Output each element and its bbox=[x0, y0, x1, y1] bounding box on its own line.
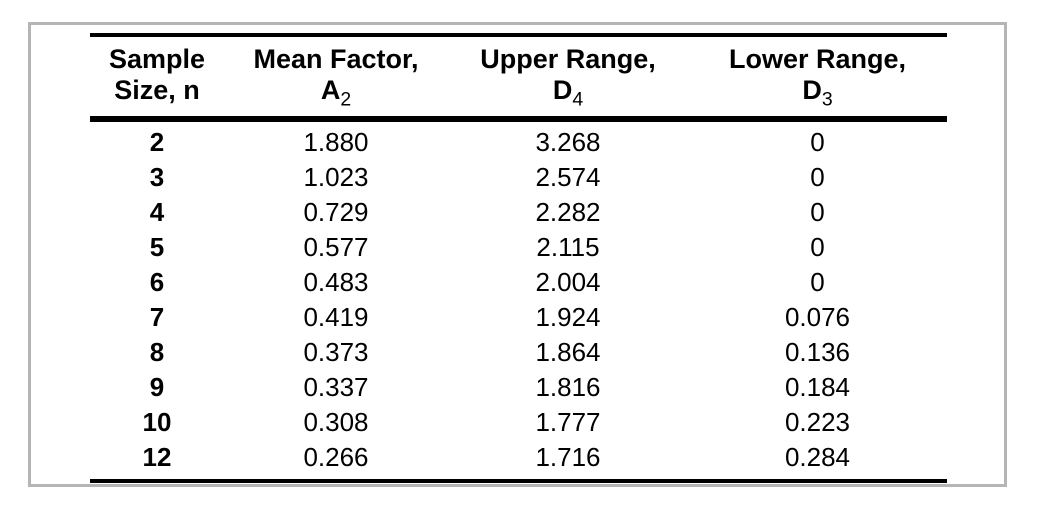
header-line: Sample bbox=[108, 44, 206, 74]
cell-lower-range: 0.076 bbox=[784, 302, 851, 332]
cell-lower-range: 0 bbox=[810, 162, 825, 192]
header-subscript: 2 bbox=[340, 88, 352, 111]
table-row: 9 0.337 1.816 0.184 bbox=[90, 370, 947, 405]
cell-sample-size: 5 bbox=[149, 232, 165, 262]
cell-upper-range: 1.864 bbox=[535, 337, 601, 367]
table-header: Sample Size, n Mean Factor, A2 Upper Ran… bbox=[90, 35, 947, 122]
header-line: D3 bbox=[802, 75, 833, 111]
column-header-lower-range: Lower Range, D3 bbox=[688, 35, 947, 122]
table-frame: Sample Size, n Mean Factor, A2 Upper Ran… bbox=[28, 22, 1007, 487]
header-line: Mean Factor, bbox=[253, 44, 419, 74]
header-subscript: 4 bbox=[572, 88, 584, 111]
cell-mean-factor: 0.308 bbox=[303, 407, 369, 437]
cell-lower-range: 0.184 bbox=[784, 372, 851, 402]
cell-upper-range: 1.716 bbox=[535, 442, 601, 472]
cell-sample-size: 8 bbox=[149, 337, 165, 367]
header-line: A2 bbox=[320, 75, 352, 111]
cell-mean-factor: 0.729 bbox=[303, 197, 369, 227]
cell-mean-factor: 0.577 bbox=[303, 232, 369, 262]
table-row: 5 0.577 2.115 0 bbox=[90, 230, 947, 265]
table-row: 4 0.729 2.282 0 bbox=[90, 195, 947, 230]
cell-sample-size: 3 bbox=[149, 162, 165, 192]
table-row: 6 0.483 2.004 0 bbox=[90, 265, 947, 300]
column-header-mean-factor: Mean Factor, A2 bbox=[224, 35, 448, 122]
cell-mean-factor: 0.419 bbox=[303, 302, 369, 332]
table-row: 10 0.308 1.777 0.223 bbox=[90, 405, 947, 440]
table-row: 8 0.373 1.864 0.136 bbox=[90, 335, 947, 370]
cell-upper-range: 2.115 bbox=[536, 232, 600, 262]
header-line: Upper Range, bbox=[480, 44, 656, 74]
cell-lower-range: 0 bbox=[810, 197, 825, 227]
cell-lower-range: 0 bbox=[810, 267, 825, 297]
cell-lower-range: 0.136 bbox=[784, 337, 851, 367]
cell-sample-size: 12 bbox=[142, 442, 172, 472]
header-subscript: 3 bbox=[821, 88, 833, 111]
cell-upper-range: 1.816 bbox=[535, 372, 601, 402]
table-body: 2 1.880 3.268 0 3 1.023 2.574 0 4 0.729 … bbox=[90, 119, 947, 481]
cell-sample-size: 6 bbox=[149, 267, 165, 297]
cell-upper-range: 2.004 bbox=[535, 267, 601, 297]
cell-upper-range: 2.574 bbox=[535, 162, 601, 192]
cell-mean-factor: 0.483 bbox=[303, 267, 369, 297]
cell-lower-range: 0.223 bbox=[784, 407, 851, 437]
header-row: Sample Size, n Mean Factor, A2 Upper Ran… bbox=[90, 35, 947, 122]
cell-sample-size: 4 bbox=[149, 197, 165, 227]
cell-upper-range: 1.924 bbox=[535, 302, 601, 332]
cell-mean-factor: 1.023 bbox=[303, 162, 369, 192]
cell-mean-factor: 0.266 bbox=[303, 442, 369, 472]
cell-lower-range: 0 bbox=[810, 127, 825, 157]
table-row: 2 1.880 3.268 0 bbox=[90, 119, 947, 160]
cell-mean-factor: 1.880 bbox=[303, 127, 369, 157]
cell-mean-factor: 0.337 bbox=[303, 372, 369, 402]
cell-sample-size: 10 bbox=[142, 407, 172, 437]
header-line: Size, n bbox=[114, 75, 200, 105]
cell-lower-range: 0.284 bbox=[784, 442, 851, 472]
control-chart-factors-table: Sample Size, n Mean Factor, A2 Upper Ran… bbox=[90, 33, 947, 483]
header-line: D4 bbox=[552, 75, 584, 111]
cell-upper-range: 3.268 bbox=[535, 127, 601, 157]
cell-upper-range: 1.777 bbox=[535, 407, 601, 437]
cell-sample-size: 2 bbox=[149, 127, 165, 157]
table-row: 7 0.419 1.924 0.076 bbox=[90, 300, 947, 335]
cell-mean-factor: 0.373 bbox=[303, 337, 369, 367]
table-row: 12 0.266 1.716 0.284 bbox=[90, 440, 947, 481]
header-line: Lower Range, bbox=[728, 44, 907, 74]
cell-sample-size: 7 bbox=[149, 302, 165, 332]
cell-upper-range: 2.282 bbox=[535, 197, 601, 227]
column-header-upper-range: Upper Range, D4 bbox=[448, 35, 688, 122]
column-header-sample-size: Sample Size, n bbox=[90, 35, 224, 122]
cell-sample-size: 9 bbox=[149, 372, 165, 402]
cell-lower-range: 0 bbox=[810, 232, 825, 262]
table-row: 3 1.023 2.574 0 bbox=[90, 160, 947, 195]
